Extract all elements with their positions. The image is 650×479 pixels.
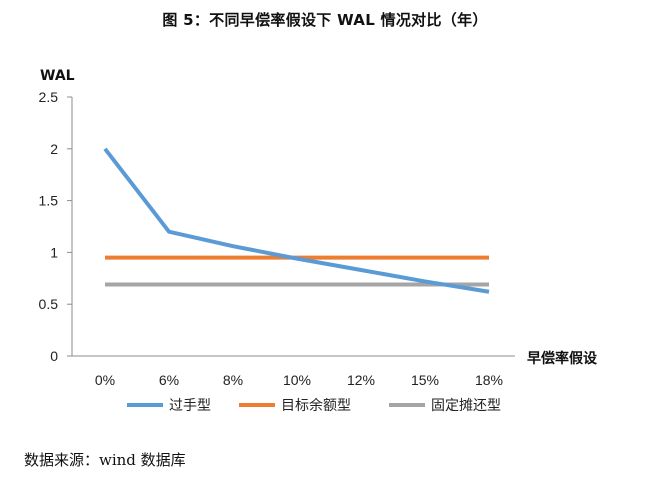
chart-title: 图 5：不同早偿率假设下 WAL 情况对比（年） bbox=[162, 11, 488, 29]
axes: 0 0.5 1 1.5 2 2.5 0% 6% 8% 10% 12% 15% 18% WAL 早偿率假设 bbox=[39, 68, 598, 388]
x-tick-label: 6% bbox=[159, 372, 179, 388]
series-layer bbox=[103, 147, 490, 294]
source-note: 数据来源：wind 数据库 bbox=[24, 451, 186, 469]
y-tick-label: 1.5 bbox=[39, 193, 59, 209]
legend-label-3: 固定摊还型 bbox=[431, 398, 501, 414]
x-tick-label: 0% bbox=[95, 372, 115, 388]
y-tick-label: 2.5 bbox=[39, 89, 59, 105]
x-tick-label: 15% bbox=[411, 372, 439, 388]
x-axis-title: 早偿率假设 bbox=[527, 350, 598, 367]
line-chart: 0 0.5 1 1.5 2 2.5 0% 6% 8% 10% 12% 15% 18% WAL 早偿率假设 过… bbox=[39, 68, 598, 414]
y-tick-label: 1 bbox=[50, 244, 58, 260]
legend: 过手型 目标余额型 固定摊还型 bbox=[127, 397, 501, 414]
x-tick-label: 8% bbox=[223, 372, 243, 388]
legend-label-1: 过手型 bbox=[169, 398, 211, 414]
y-tick-label: 0 bbox=[50, 348, 58, 364]
y-axis-title: WAL bbox=[40, 68, 75, 84]
y-tick-label: 2 bbox=[50, 141, 58, 157]
x-tick-label: 18% bbox=[475, 372, 503, 388]
series-line-1 bbox=[103, 147, 490, 294]
x-tick-label: 10% bbox=[283, 372, 311, 388]
y-tick-label: 0.5 bbox=[39, 296, 59, 312]
legend-label-2: 目标余额型 bbox=[281, 397, 351, 414]
x-tick-label: 12% bbox=[347, 372, 375, 388]
